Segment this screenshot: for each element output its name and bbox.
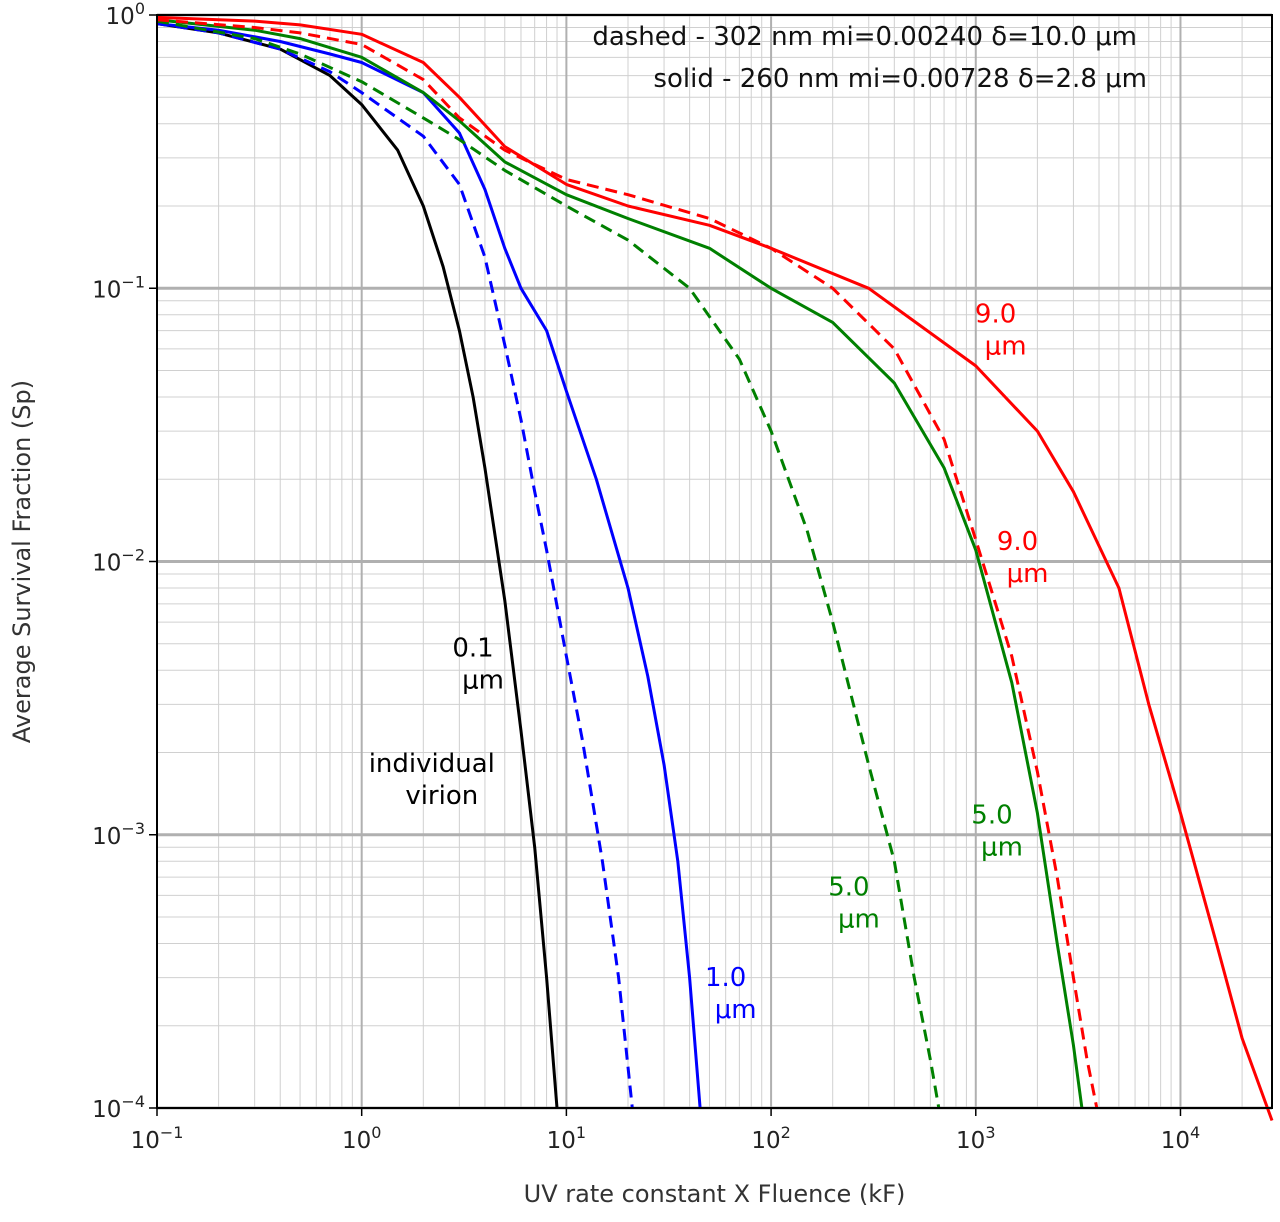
annotation-2-line1: 1.0 — [705, 963, 746, 993]
annotation-1-line2: virion — [405, 781, 478, 811]
y-tick-label: 10−3 — [92, 819, 145, 850]
annotation-5-line1: 9.0 — [997, 527, 1038, 557]
series-line-0-solid — [156, 22, 559, 1109]
annotation-3-line1: 5.0 — [828, 872, 869, 902]
annotation-0-line1: 0.1 — [452, 633, 493, 663]
x-tick-label: 101 — [547, 1123, 586, 1154]
y-tick-label: 10−2 — [92, 546, 145, 577]
annotation-1-line1: individual — [369, 749, 495, 779]
x-tick-label: 10−1 — [131, 1123, 184, 1154]
series-curves — [156, 15, 1274, 1122]
axis-ticks: 10−1 100 101 102 103 104 10−4 10−3 10−2 10−1 100 — [92, 0, 1200, 1154]
x-tick-label: 104 — [1161, 1123, 1200, 1154]
annotation-6-line1: 9.0 — [975, 299, 1016, 329]
x-tick-label: 100 — [342, 1123, 381, 1154]
x-tick-label: 102 — [751, 1123, 790, 1154]
annotation-0-line2: μm — [462, 665, 504, 695]
series-line-1-dashed — [156, 22, 634, 1109]
legend-dashed-text: dashed - 302 nm mi=0.00240 δ=10.0 μm — [592, 22, 1137, 52]
annotation-4-line2: μm — [981, 832, 1023, 862]
x-tick-label: 103 — [956, 1123, 995, 1154]
curve-annotations: 0.1μmindividualvirion1.0μm5.0μm5.0μm9.0μ… — [369, 299, 1049, 1024]
y-tick-label: 10−1 — [92, 272, 145, 303]
series-line-3-dashed — [156, 19, 941, 1109]
legend-solid-text: solid - 260 nm mi=0.00728 δ=2.8 μm — [653, 64, 1147, 94]
y-tick-label: 100 — [106, 0, 145, 30]
annotation-5-line2: μm — [1007, 559, 1049, 589]
y-axis-label: Average Survival Fraction (Sp) — [8, 380, 36, 743]
annotation-4-line1: 5.0 — [971, 800, 1012, 830]
x-axis-label: UV rate constant X Fluence (kF) — [524, 1180, 906, 1208]
series-line-6-solid — [156, 15, 1274, 1122]
series-line-2-solid — [156, 22, 702, 1109]
y-tick-label: 10−4 — [92, 1092, 145, 1123]
annotation-3-line2: μm — [838, 904, 880, 934]
series-line-4-solid — [156, 18, 1084, 1109]
annotation-2-line2: μm — [715, 995, 757, 1025]
annotation-6-line2: μm — [985, 331, 1027, 361]
